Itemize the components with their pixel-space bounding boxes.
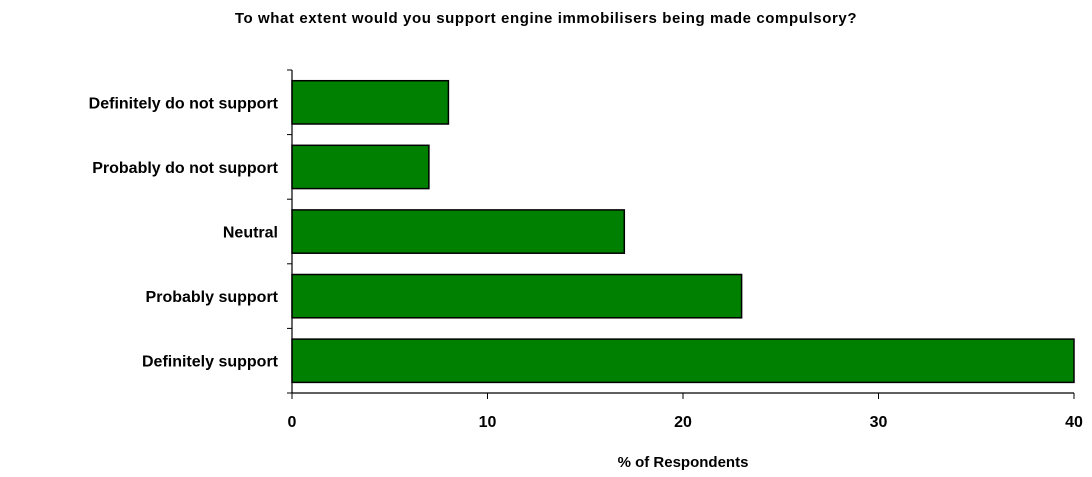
bar-probably-do-not-support [291, 144, 430, 190]
x-tick-label: 0 [288, 414, 297, 431]
bar-definitely-do-not-support [291, 79, 450, 125]
x-tick-label: 30 [870, 414, 888, 431]
chart-title: To what extent would you support engine … [234, 10, 858, 27]
bar-probably-support [291, 273, 743, 319]
bars-group [291, 79, 1075, 384]
x-tick-label: 20 [674, 414, 692, 431]
category-label: Probably support [146, 289, 279, 306]
x-axis-title: % of Respondents [617, 454, 749, 471]
category-label: Definitely do not support [89, 95, 279, 112]
category-label: Definitely support [142, 354, 279, 371]
x-tick-label: 10 [479, 414, 497, 431]
bar-neutral [291, 209, 626, 254]
axes-group [287, 69, 1075, 399]
x-tick-label: 40 [1065, 414, 1083, 431]
labels-group: Definitely do not support Probably do not… [89, 95, 1083, 431]
bar-definitely-support [291, 338, 1075, 384]
category-label: Probably do not support [92, 160, 278, 177]
category-label: Neutral [223, 225, 278, 242]
